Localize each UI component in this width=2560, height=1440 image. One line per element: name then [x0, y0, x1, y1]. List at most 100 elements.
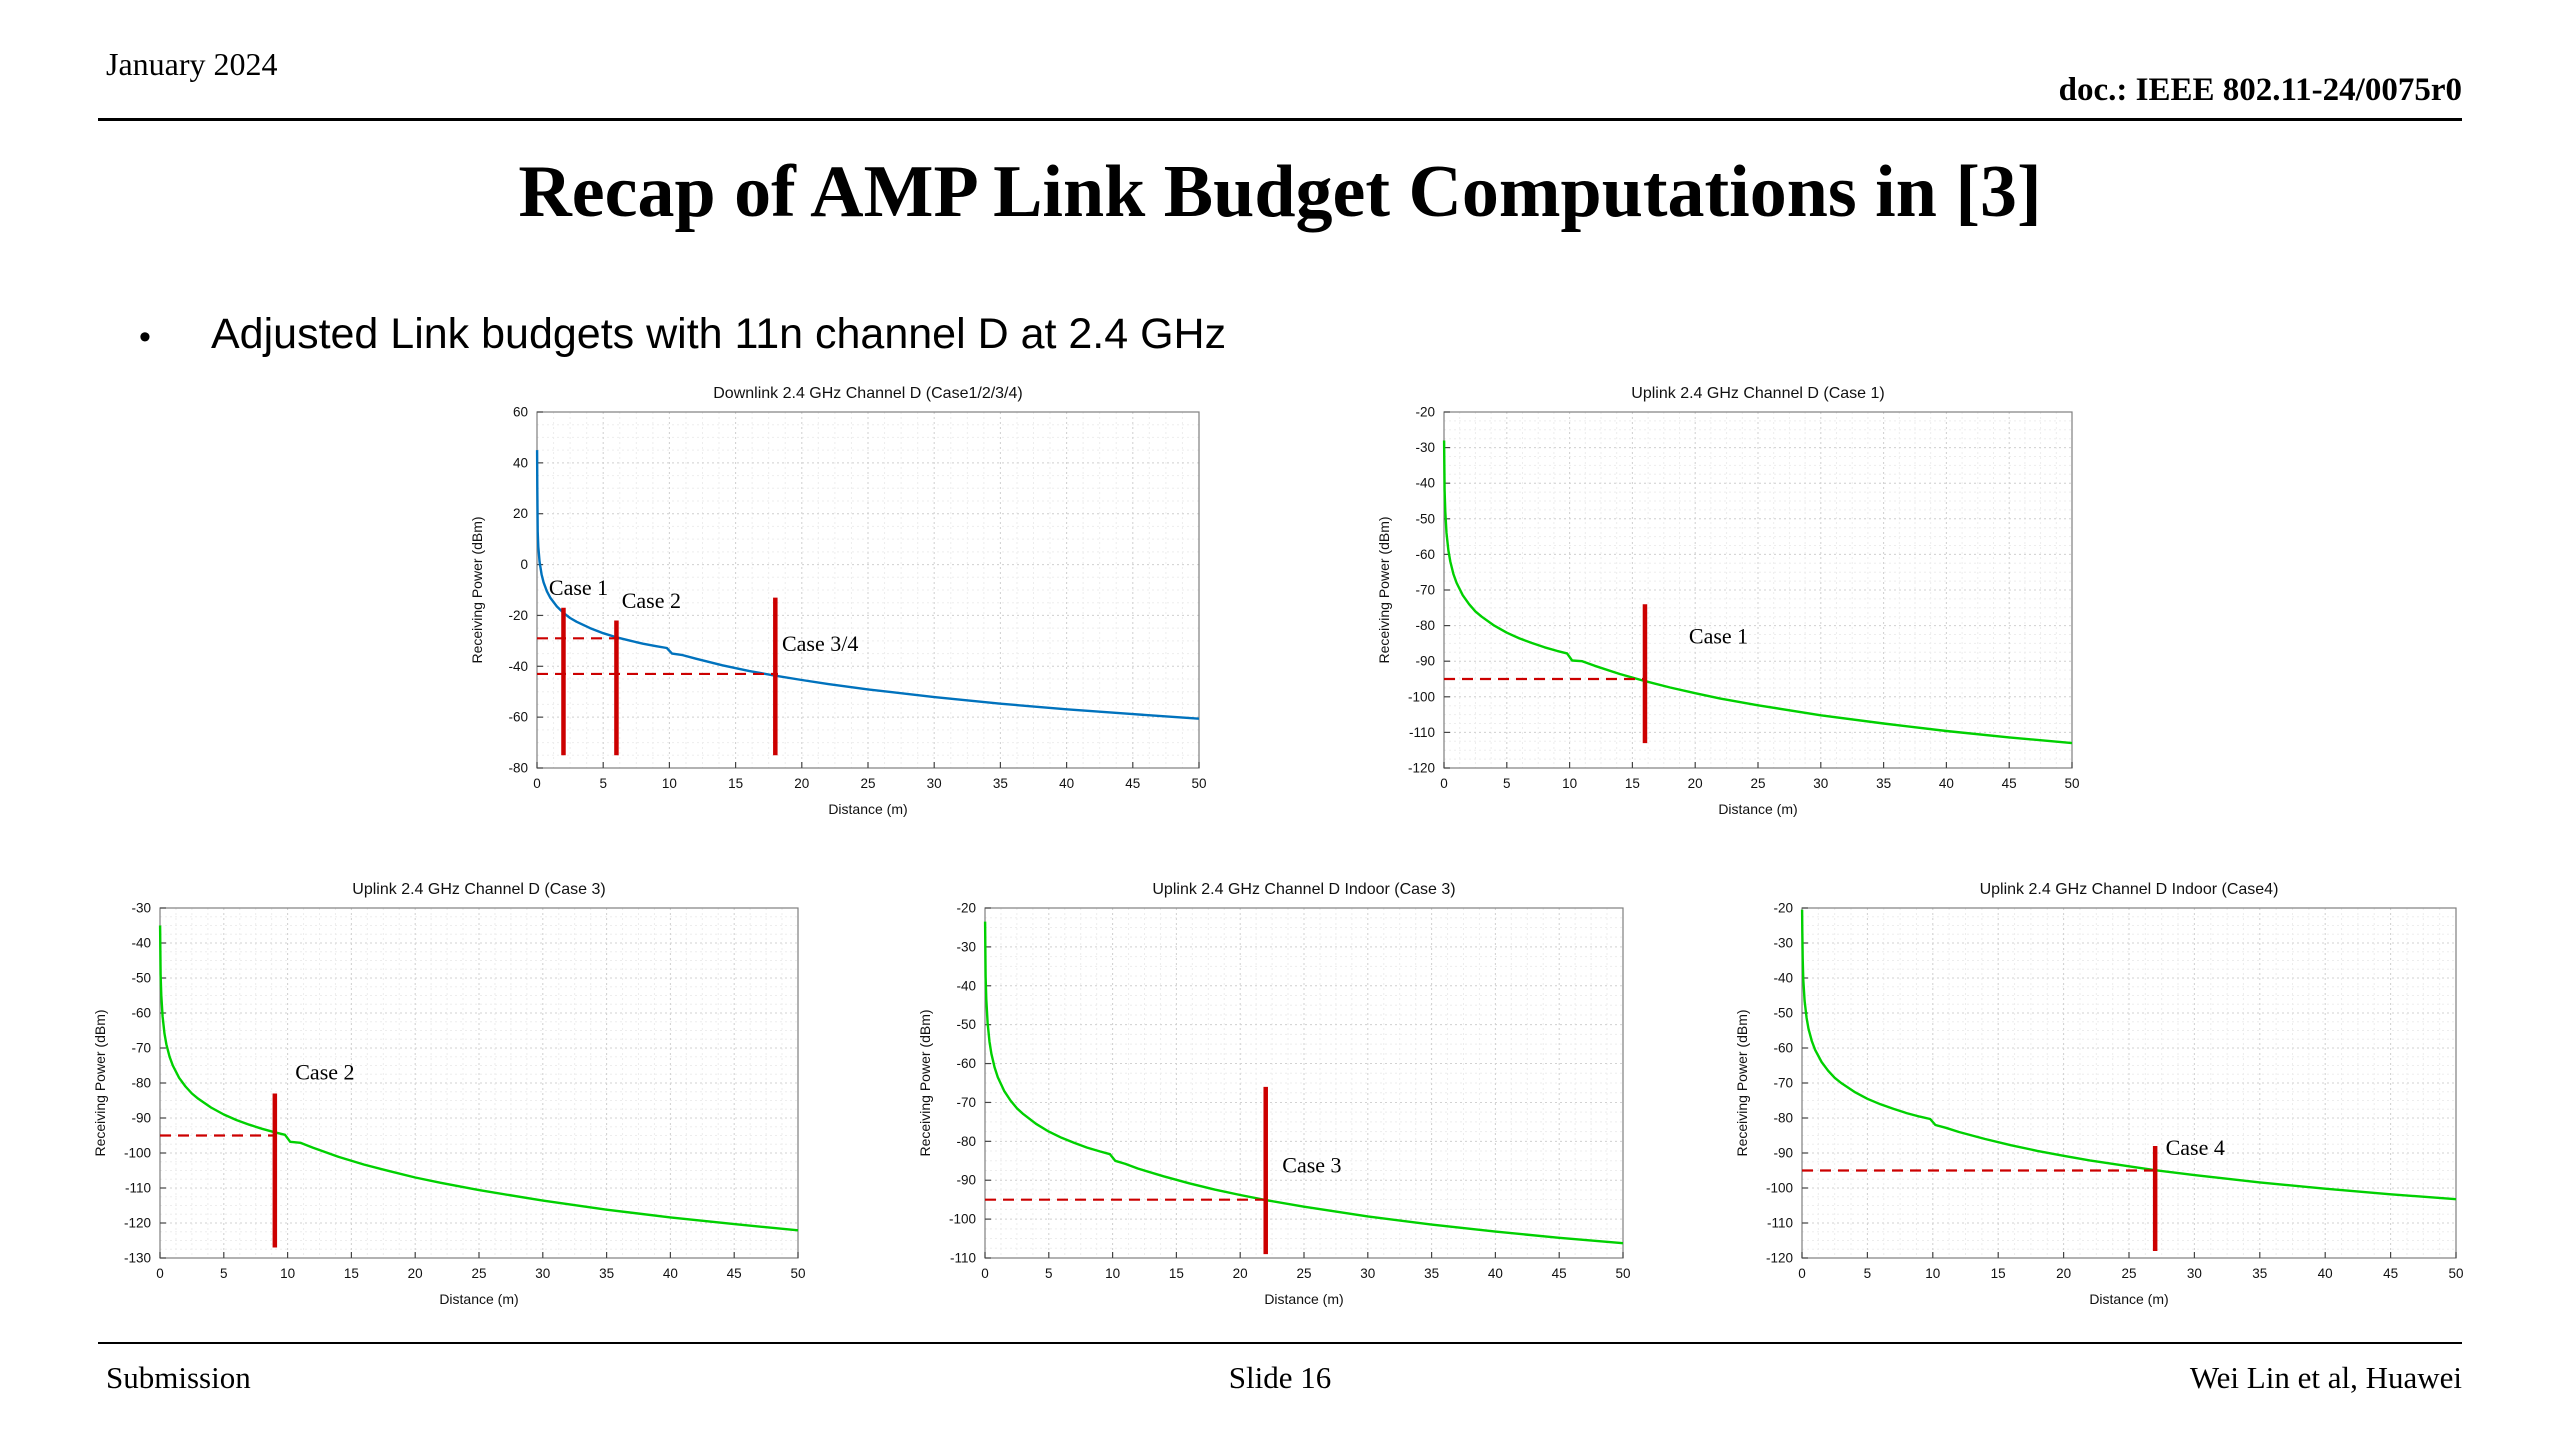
svg-text:-60: -60: [1773, 1041, 1793, 1056]
svg-text:-110: -110: [950, 1251, 976, 1266]
slide-title: Recap of AMP Link Budget Computations in…: [518, 151, 2042, 233]
svg-text:-60: -60: [1415, 547, 1435, 562]
svg-text:20: 20: [408, 1266, 423, 1281]
header-divider: [98, 118, 2462, 121]
y-axis-label: Receiving Power (dBm): [1376, 516, 1392, 663]
svg-text:-30: -30: [131, 901, 151, 916]
chart-canvas-uplink-indoor-case4: 0 5 10 15 20 25 30 35 40 45 50 -120 -110 -100 -90 -80 -7…: [1734, 881, 2464, 1307]
svg-text:-40: -40: [508, 659, 528, 674]
svg-text:-120: -120: [1408, 761, 1435, 776]
y-axis-label: Receiving Power (dBm): [469, 516, 485, 663]
header-doc-number: doc.: IEEE 802.11-24/0075r0: [2058, 72, 2462, 108]
svg-text:20: 20: [1688, 776, 1703, 791]
svg-text:10: 10: [1562, 776, 1577, 791]
x-axis-label: Distance (m): [828, 801, 907, 817]
svg-text:-80: -80: [131, 1076, 151, 1091]
svg-text:20: 20: [794, 776, 809, 791]
axis-ticks: [159, 907, 799, 1259]
chart-title: Uplink 2.4 GHz Channel D (Case 3): [352, 881, 605, 898]
svg-text:0: 0: [1798, 1266, 1806, 1281]
svg-text:-60: -60: [131, 1006, 151, 1021]
chart-uplink-indoor-case3: 0 5 10 15 20 25 30 35 40 45 50 -110 -100 -90 -80 -70 -60…: [913, 872, 1641, 1316]
svg-text:-80: -80: [1415, 618, 1435, 633]
bullet-marker: •: [139, 318, 151, 356]
svg-text:45: 45: [2383, 1266, 2398, 1281]
svg-text:50: 50: [2064, 776, 2079, 791]
svg-text:60: 60: [513, 405, 528, 420]
svg-text:-120: -120: [1766, 1251, 1793, 1266]
series-line-uplink-indoor-case3: [983, 921, 1624, 1245]
svg-text:-20: -20: [508, 608, 528, 623]
svg-text:-130: -130: [124, 1251, 151, 1266]
svg-text:35: 35: [1424, 1266, 1439, 1281]
footer-submission: Submission: [106, 1360, 251, 1395]
svg-text:-90: -90: [1415, 654, 1435, 669]
tick-labels: 0 5 10 15 20 25 30 35 40 45 50 -120 -110 -100 -90 -80 -7…: [1766, 901, 2464, 1282]
series-line-downlink: [535, 450, 1200, 720]
chart-canvas-uplink-case2: 0 5 10 15 20 25 30 35 40 45 50 -130 -120 -110 -100 -90 -…: [92, 881, 806, 1307]
chart-title: Uplink 2.4 GHz Channel D Indoor (Case4): [1980, 881, 2279, 898]
svg-text:15: 15: [728, 776, 743, 791]
svg-text:-90: -90: [1773, 1146, 1793, 1161]
svg-text:50: 50: [1191, 776, 1206, 791]
svg-text:5: 5: [599, 776, 607, 791]
svg-text:15: 15: [1169, 1266, 1184, 1281]
svg-text:45: 45: [1125, 776, 1140, 791]
svg-text:0: 0: [520, 557, 528, 572]
series-line-uplink-case1: [1442, 440, 2073, 745]
tick-labels: 0 5 10 15 20 25 30 35 40 45 50 -110 -100 -90 -80 -70 -60…: [949, 901, 1631, 1282]
svg-text:40: 40: [1488, 1266, 1503, 1281]
svg-text:15: 15: [344, 1266, 359, 1281]
case-label: Case 1: [549, 575, 608, 600]
svg-text:10: 10: [280, 1266, 295, 1281]
svg-text:35: 35: [993, 776, 1008, 791]
svg-text:-110: -110: [1409, 725, 1435, 740]
svg-text:-110: -110: [125, 1181, 151, 1196]
y-axis-label: Receiving Power (dBm): [92, 1009, 108, 1156]
series-line-uplink-case2: [158, 925, 799, 1232]
svg-text:-40: -40: [1773, 971, 1793, 986]
case-label: Case 3: [1282, 1152, 1341, 1177]
svg-text:-70: -70: [131, 1041, 151, 1056]
chart-downlink-channel-d: 0 5 10 15 20 25 30 35 40 45 50 -80 -60 -40 -20 0 20 40 60 D…: [465, 376, 1217, 826]
svg-text:30: 30: [1360, 1266, 1375, 1281]
svg-text:25: 25: [2121, 1266, 2136, 1281]
svg-text:-120: -120: [124, 1216, 151, 1231]
case-label: Case 2: [295, 1060, 354, 1085]
svg-text:-70: -70: [956, 1095, 976, 1110]
case-label: Case 1: [1689, 623, 1748, 648]
svg-text:25: 25: [1750, 776, 1765, 791]
svg-text:-50: -50: [1773, 1006, 1793, 1021]
axis-ticks: [1443, 411, 2073, 769]
y-axis-label: Receiving Power (dBm): [917, 1009, 933, 1156]
header-date: January 2024: [106, 46, 278, 82]
svg-text:5: 5: [220, 1266, 228, 1281]
svg-text:-20: -20: [956, 901, 976, 916]
svg-text:10: 10: [662, 776, 677, 791]
svg-text:35: 35: [599, 1266, 614, 1281]
chart-canvas-uplink-indoor-case3: 0 5 10 15 20 25 30 35 40 45 50 -110 -100 -90 -80 -70 -60…: [917, 881, 1631, 1307]
x-axis-label: Distance (m): [1718, 801, 1797, 817]
svg-text:30: 30: [535, 1266, 550, 1281]
svg-text:50: 50: [790, 1266, 805, 1281]
svg-text:10: 10: [1105, 1266, 1120, 1281]
svg-text:15: 15: [1991, 1266, 2006, 1281]
svg-text:45: 45: [727, 1266, 742, 1281]
svg-text:20: 20: [1233, 1266, 1248, 1281]
svg-text:15: 15: [1625, 776, 1640, 791]
svg-text:-60: -60: [508, 710, 528, 725]
chart-title: Downlink 2.4 GHz Channel D (Case1/2/3/4): [713, 385, 1022, 402]
svg-text:40: 40: [1939, 776, 1954, 791]
chart-uplink-indoor-case4: 0 5 10 15 20 25 30 35 40 45 50 -120 -110 -100 -90 -80 -7…: [1730, 872, 2474, 1316]
svg-text:-50: -50: [956, 1017, 976, 1032]
svg-text:10: 10: [1925, 1266, 1940, 1281]
svg-text:5: 5: [1045, 1266, 1053, 1281]
svg-text:-50: -50: [1415, 511, 1435, 526]
svg-text:20: 20: [2056, 1266, 2071, 1281]
case-label: Case 3/4: [782, 631, 858, 656]
svg-text:-20: -20: [1415, 405, 1435, 420]
tick-labels: 0 5 10 15 20 25 30 35 40 45 50 -130 -120 -110 -100 -90 -…: [124, 901, 806, 1282]
x-axis-label: Distance (m): [439, 1291, 518, 1307]
chart-uplink-case2: 0 5 10 15 20 25 30 35 40 45 50 -130 -120 -110 -100 -90 -…: [88, 872, 816, 1316]
svg-text:30: 30: [927, 776, 942, 791]
